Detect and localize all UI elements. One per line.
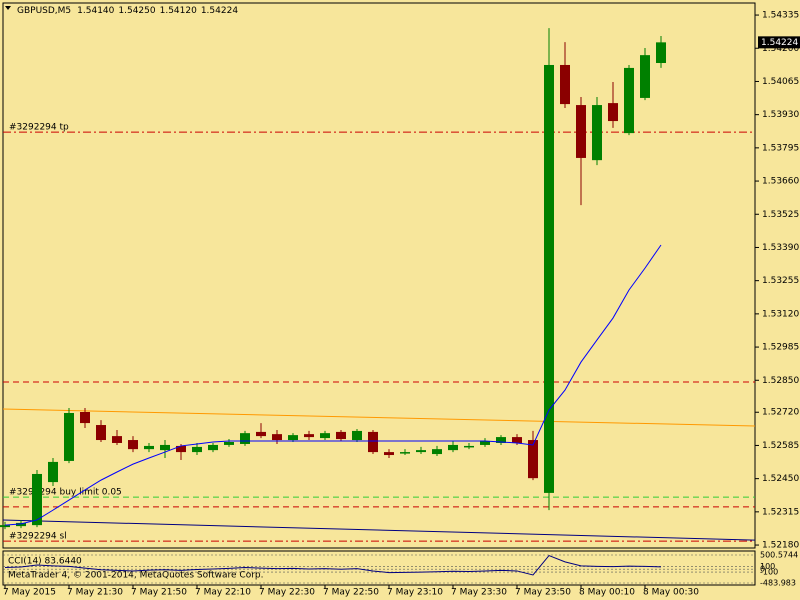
candle-body (240, 433, 250, 444)
candle-body (192, 446, 202, 453)
candle-body (160, 444, 170, 451)
symbol: GBPUSD,M5 (17, 6, 71, 16)
candle-body (448, 444, 458, 451)
x-tick-label: 7 May 22:50 (323, 588, 379, 598)
indicator-title: CCI(14) 83.6440 (8, 557, 82, 567)
candle-body (128, 440, 138, 450)
moving-average-line (2, 408, 756, 427)
indicator-tick-label: -483.983 (760, 579, 796, 588)
ohlc-open: 1.54140 (77, 6, 114, 16)
copyright: MetaTrader 4, © 2001-2014, MetaQuotes So… (8, 571, 264, 581)
candle-body (528, 440, 538, 479)
indicator-tick-label: 500.5744 (760, 551, 798, 560)
x-tick-label: 8 May 00:10 (579, 588, 635, 598)
y-tick-label: 1.53255 (762, 276, 799, 286)
indicator-frame (2, 550, 756, 586)
y-tick-label: 1.52985 (762, 343, 799, 353)
order-label: #3292294 buy limit 0.05 (9, 488, 122, 498)
candle-body (352, 430, 362, 441)
candle-body (96, 425, 106, 441)
candle-body (368, 431, 378, 453)
candle-body (64, 412, 74, 461)
x-tick-label: 7 May 22:30 (259, 588, 315, 598)
indicator-tick-label: -100 (760, 568, 778, 577)
ohlc-low: 1.54120 (160, 6, 197, 16)
y-tick-label: 1.54200 (762, 44, 799, 54)
candle-body (496, 437, 506, 443)
y-tick-label: 1.53795 (762, 143, 799, 153)
candle-body (320, 433, 330, 439)
candle-body (512, 437, 522, 443)
candle-body (544, 64, 554, 493)
candle-body (208, 444, 218, 451)
candle-body (224, 442, 234, 445)
ohlc-high: 1.54250 (118, 6, 155, 16)
chart-header: GBPUSD,M5 1.54140 1.54250 1.54120 1.54224 (17, 6, 238, 16)
candle-body (48, 461, 58, 483)
y-tick-label: 1.52585 (762, 441, 799, 451)
candle-body (592, 105, 602, 161)
y-tick-label: 1.53660 (762, 177, 799, 187)
x-tick-label: 8 May 00:30 (643, 588, 699, 598)
candle-body (304, 434, 314, 438)
candle-body (624, 67, 634, 134)
y-tick-label: 1.52850 (762, 376, 799, 386)
x-tick-label: 7 May 21:30 (67, 588, 123, 598)
bid-label: 1.54224 (761, 38, 798, 48)
candle-body (112, 436, 122, 443)
candle-body (144, 445, 154, 450)
x-tick-label: 7 May 23:10 (387, 588, 443, 598)
y-tick-label: 1.54065 (762, 77, 799, 87)
candle-body (480, 441, 490, 445)
bid-tag (758, 36, 800, 49)
x-tick-label: 7 May 22:10 (195, 588, 251, 598)
candle-body (176, 445, 186, 453)
ohlc-close: 1.54224 (201, 6, 238, 16)
candle-body (560, 64, 570, 105)
candle-body (0, 525, 10, 528)
candle-body (432, 449, 442, 455)
candle-body (288, 435, 298, 441)
candle-body (416, 450, 426, 453)
x-tick-label: 7 May 23:50 (515, 588, 571, 598)
candle-body (80, 411, 90, 424)
y-tick-label: 1.54335 (762, 11, 799, 21)
candle-body (336, 431, 346, 440)
moving-average-line (2, 519, 756, 541)
candle-body (640, 55, 650, 98)
y-tick-label: 1.52180 (762, 541, 799, 551)
x-tick-label: 7 May 2015 (3, 588, 56, 598)
candle-body (608, 103, 618, 122)
y-tick-label: 1.53930 (762, 110, 799, 120)
menu-triangle[interactable] (5, 6, 11, 10)
y-tick-label: 1.53525 (762, 210, 799, 220)
candle-body (256, 431, 266, 437)
candle-body (400, 452, 410, 454)
y-tick-label: 1.53390 (762, 243, 799, 253)
moving-average (4, 244, 662, 526)
x-tick-label: 7 May 23:30 (451, 588, 507, 598)
order-label: #3292294 sl (9, 532, 67, 542)
candle-body (576, 105, 586, 158)
indicator-tick-label: 0 (760, 565, 765, 574)
x-tick-label: 7 May 21:50 (131, 588, 187, 598)
candle-body (16, 522, 26, 527)
y-tick-label: 1.52315 (762, 507, 799, 517)
y-tick-label: 1.53120 (762, 309, 799, 319)
candle-body (464, 445, 474, 448)
y-tick-label: 1.52720 (762, 408, 799, 418)
candle-body (32, 473, 42, 526)
order-label: #3292294 tp (9, 123, 69, 133)
y-tick-label: 1.52450 (762, 474, 799, 484)
candle-body (656, 42, 666, 64)
main-frame (2, 2, 756, 549)
indicator-line (4, 554, 662, 576)
indicator-tick-label: 100 (760, 562, 775, 571)
candle-body (272, 434, 282, 441)
candle-body (384, 452, 394, 456)
